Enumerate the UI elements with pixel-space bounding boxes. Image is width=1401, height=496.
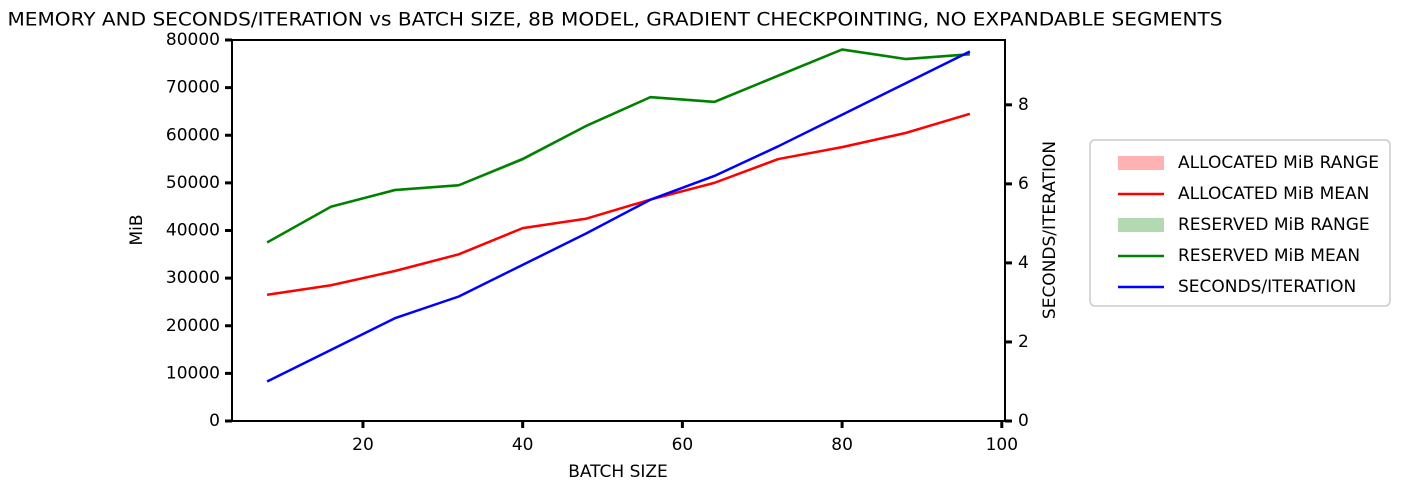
- legend-swatch: [1118, 156, 1164, 170]
- y-tick-label: 40000: [166, 221, 220, 241]
- y2-tick-label: 0: [1018, 411, 1029, 431]
- y-tick-label: 70000: [166, 78, 220, 98]
- x-tick-label: 80: [831, 435, 853, 455]
- y2-tick-label: 2: [1018, 332, 1029, 352]
- x-tick-label: 100: [986, 435, 1018, 455]
- range-band: [267, 112, 970, 296]
- y-tick-label: 10000: [166, 363, 220, 383]
- y2-tick-label: 4: [1018, 253, 1029, 273]
- y-tick-label: 30000: [166, 268, 220, 288]
- y-tick-label: 0: [209, 411, 220, 431]
- y2-tick-label: 8: [1018, 95, 1029, 115]
- y-tick-label: 20000: [166, 316, 220, 336]
- range-band: [267, 48, 970, 244]
- x-tick-label: 60: [672, 435, 694, 455]
- data-line: [266, 50, 971, 383]
- legend-label: RESERVED MiB MEAN: [1178, 246, 1360, 266]
- x-tick-label: 20: [352, 435, 374, 455]
- legend-label: SECONDS/ITERATION: [1178, 277, 1356, 297]
- y2-tick-label: 6: [1018, 174, 1029, 194]
- legend-box: [1089, 139, 1391, 307]
- x-axis-label: BATCH SIZE: [568, 462, 668, 482]
- y-tick-label: 60000: [166, 125, 220, 145]
- plot-frame: [231, 39, 1006, 422]
- legend-label: RESERVED MiB RANGE: [1178, 215, 1370, 235]
- y2-axis-label: SECONDS/ITERATION: [1040, 141, 1060, 319]
- legend-label: ALLOCATED MiB MEAN: [1178, 184, 1369, 204]
- y-tick-label: 80000: [166, 30, 220, 50]
- data-line: [266, 112, 971, 297]
- x-tick-label: 40: [512, 435, 534, 455]
- chart-title: MEMORY AND SECONDS/ITERATION vs BATCH SI…: [8, 9, 1223, 31]
- y-tick-label: 50000: [166, 173, 220, 193]
- data-line: [266, 48, 970, 244]
- legend-label: ALLOCATED MiB RANGE: [1178, 153, 1379, 173]
- y-axis-label: MiB: [127, 214, 147, 245]
- legend-swatch: [1118, 218, 1164, 232]
